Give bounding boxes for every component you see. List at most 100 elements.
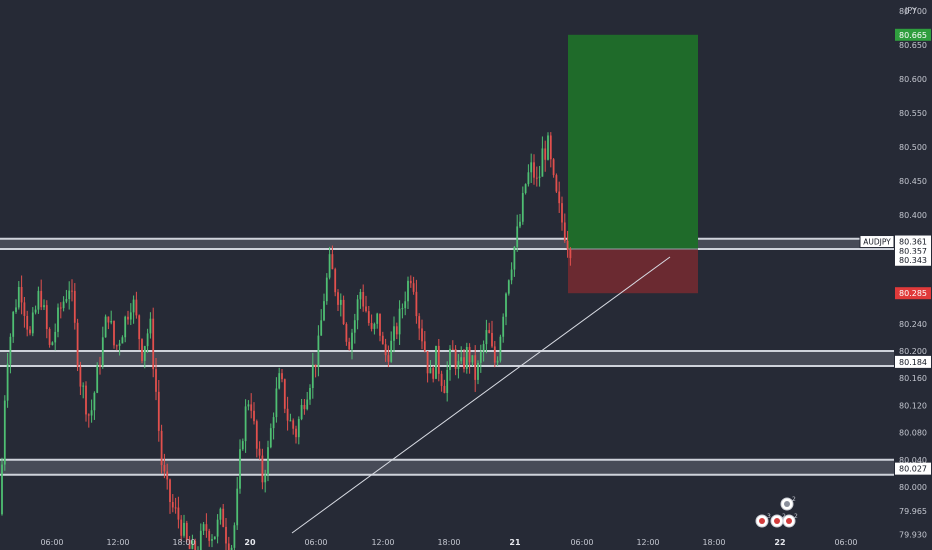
- currency-label: JPY: [904, 6, 917, 15]
- candle-body: [185, 522, 188, 540]
- candle-body: [541, 148, 544, 177]
- candle-body: [227, 543, 230, 550]
- candle-body: [43, 305, 45, 308]
- candle-body: [34, 309, 37, 313]
- candle-body: [163, 465, 166, 472]
- price-badge-value: 80.027: [899, 465, 927, 474]
- candle-body: [40, 290, 43, 308]
- candle-body: [225, 526, 227, 544]
- candle-body: [258, 448, 261, 456]
- candle-body: [306, 399, 309, 410]
- x-tick-label: 20: [244, 538, 256, 547]
- candle-body: [401, 308, 404, 310]
- price-badge-value: 80.184: [899, 358, 927, 367]
- candle-body: [121, 337, 124, 344]
- candle-body: [51, 342, 54, 345]
- candle-body: [384, 344, 387, 356]
- candle-body: [241, 441, 244, 450]
- candle-body: [334, 269, 337, 293]
- y-tick-label: 80.200: [899, 347, 927, 356]
- candle-body: [138, 315, 141, 340]
- candle-body: [149, 318, 152, 334]
- candle-body: [479, 351, 482, 363]
- candle-body: [491, 332, 493, 347]
- candle-body: [373, 323, 376, 329]
- candle-body: [177, 507, 180, 520]
- trendline[interactable]: [291, 256, 671, 534]
- candle-body: [202, 524, 205, 531]
- candle-body: [451, 348, 454, 350]
- candle-body: [440, 373, 443, 386]
- event-marker[interactable]: 2: [782, 513, 798, 528]
- candle-body: [230, 547, 233, 550]
- y-tick-label: 80.600: [899, 75, 927, 84]
- economic-event-markers[interactable]: 2 3 2 2: [755, 496, 798, 528]
- candle-body: [463, 357, 465, 369]
- candle-body: [555, 175, 558, 192]
- candle-body: [194, 541, 197, 550]
- x-tick-label: 06:00: [570, 538, 593, 547]
- candle-body: [93, 392, 96, 411]
- y-tick-label: 80.160: [899, 374, 927, 383]
- candle-body: [328, 254, 331, 278]
- candle-body: [127, 316, 129, 320]
- candle-body: [325, 277, 328, 302]
- candle-body: [421, 328, 423, 342]
- x-tick-label: 18:00: [702, 538, 725, 547]
- candle-body: [535, 177, 538, 179]
- candle-body: [113, 320, 115, 346]
- candle-body: [309, 387, 311, 400]
- x-tick-label: 06:00: [304, 538, 327, 547]
- x-tick-label: 06:00: [834, 538, 857, 547]
- price-axis[interactable]: [894, 0, 932, 550]
- candle-body: [247, 404, 250, 407]
- candle-body: [395, 326, 398, 335]
- event-marker[interactable]: 3: [755, 513, 771, 528]
- event-marker[interactable]: 2: [780, 496, 796, 511]
- candle-body: [460, 357, 463, 362]
- candle-body: [135, 299, 138, 316]
- event-count: 2: [792, 496, 796, 503]
- candle-body: [23, 302, 26, 316]
- candle-body: [393, 326, 395, 341]
- y-tick-label: 80.040: [899, 456, 927, 465]
- candle-body: [471, 355, 474, 363]
- candle-body: [79, 366, 82, 387]
- candle-body: [213, 536, 216, 540]
- candle-body: [496, 360, 499, 363]
- y-tick-label: 80.500: [899, 143, 927, 152]
- candle-body: [510, 269, 513, 281]
- current-price-badge: [895, 235, 931, 248]
- candle-body: [146, 333, 149, 347]
- candle-body: [365, 306, 367, 312]
- candle-body: [538, 176, 541, 178]
- candle-body: [208, 530, 211, 541]
- candle-body: [493, 346, 496, 363]
- candle-body: [278, 373, 281, 389]
- price-badge: [895, 28, 931, 41]
- candle-body: [533, 162, 535, 178]
- candle-body: [507, 280, 510, 294]
- candle-body: [3, 400, 6, 465]
- candle-body: [9, 336, 12, 364]
- event-count: 2: [782, 513, 786, 520]
- candle-body: [454, 349, 457, 369]
- support-resistance-zones: [0, 237, 894, 476]
- price-badge-value: 80.343: [899, 256, 927, 265]
- candle-body: [311, 364, 314, 388]
- candle-body: [415, 291, 418, 317]
- candle-body: [351, 332, 353, 350]
- candle-body: [132, 299, 135, 313]
- candle-body: [180, 519, 183, 536]
- candle-body: [468, 346, 471, 363]
- candle-body: [435, 345, 437, 379]
- candle-body: [362, 291, 365, 307]
- candle-body: [412, 283, 415, 292]
- candle-body: [303, 404, 306, 410]
- long-position-tool[interactable]: [568, 34, 698, 294]
- candle-body: [521, 193, 524, 222]
- candle-body: [101, 337, 104, 367]
- y-tick-label: 80.450: [899, 177, 927, 186]
- candle-body: [155, 369, 157, 392]
